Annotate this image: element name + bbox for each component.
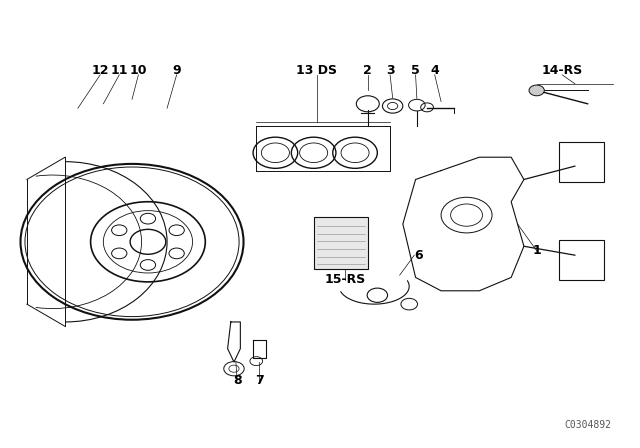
Text: 11: 11 (111, 64, 128, 77)
Text: 7: 7 (255, 374, 264, 387)
Text: 5: 5 (412, 64, 420, 77)
Text: C0304892: C0304892 (564, 420, 611, 430)
Text: 12: 12 (92, 64, 109, 77)
Text: 2: 2 (364, 64, 372, 77)
FancyBboxPatch shape (559, 142, 604, 182)
Text: 9: 9 (172, 64, 181, 77)
FancyBboxPatch shape (559, 240, 604, 280)
Text: 4: 4 (430, 64, 439, 77)
Circle shape (529, 85, 544, 96)
Text: 8: 8 (233, 374, 241, 387)
Text: 10: 10 (130, 64, 147, 77)
Bar (314, 217, 368, 268)
Text: 1: 1 (532, 244, 541, 257)
Text: 13 DS: 13 DS (296, 64, 337, 77)
Text: 6: 6 (415, 249, 423, 262)
Text: 3: 3 (386, 64, 394, 77)
Text: 15-RS: 15-RS (325, 273, 366, 286)
Text: 14-RS: 14-RS (541, 64, 583, 77)
